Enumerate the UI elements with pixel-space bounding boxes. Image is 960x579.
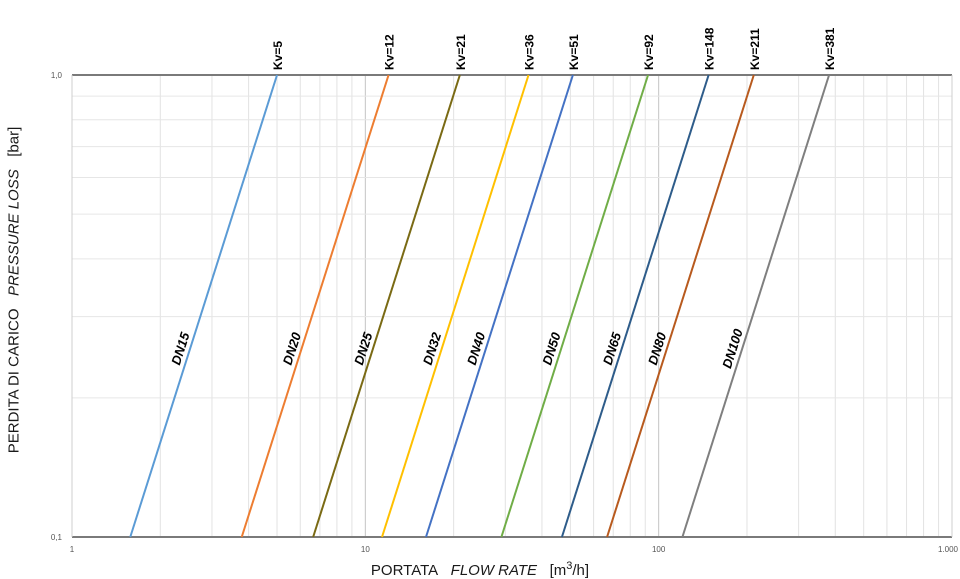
kv-label-dn15: Kv=5 <box>271 41 285 70</box>
dn-label-dn32: DN32 <box>420 330 445 367</box>
kv-label-dn65: Kv=148 <box>703 27 717 70</box>
series-line-dn80 <box>606 74 755 538</box>
y-axis-label: PERDITA DI CARICO PRESSURE LOSS [bar] <box>6 127 23 454</box>
x-axis-label: PORTATA FLOW RATE [m3/h] <box>0 560 960 579</box>
x-tick-label: 10 <box>361 545 370 554</box>
dn-label-dn15: DN15 <box>168 330 193 367</box>
dn-label-dn25: DN25 <box>351 330 376 367</box>
dn-label-dn40: DN40 <box>464 330 489 367</box>
series-line-dn15 <box>129 74 278 538</box>
x-tick-label: 100 <box>652 545 666 554</box>
kv-label-dn40: Kv=51 <box>567 34 581 70</box>
x-axis-label-unit-pre: [m <box>549 562 567 579</box>
series-lines <box>129 74 831 538</box>
y-axis-label-unit: [bar] <box>5 126 23 157</box>
kv-label-dn32: Kv=36 <box>523 34 537 70</box>
tick-labels: 1 10 100 1.000 0,1 1,0 <box>51 71 959 554</box>
y-tick-label: 0,1 <box>51 533 63 542</box>
dn-label-dn80: DN80 <box>645 330 670 367</box>
series-line-dn25 <box>312 74 461 538</box>
x-axis-label-unit-sup: 3 <box>566 560 573 572</box>
series-line-dn20 <box>240 74 390 538</box>
series-line-dn32 <box>381 74 530 538</box>
series-line-dn65 <box>560 74 710 538</box>
x-axis-label-unit-post: /h] <box>572 562 590 579</box>
series-line-dn100 <box>681 74 831 538</box>
kv-label-dn20: Kv=12 <box>383 34 397 70</box>
x-axis-label-italic: FLOW RATE <box>450 562 538 579</box>
grid <box>72 75 952 537</box>
x-axis-label-main: PORTATA <box>370 562 439 579</box>
kv-label-dn80: Kv=211 <box>748 28 762 70</box>
plot-frame <box>71 74 953 538</box>
x-tick-label: 1 <box>70 545 75 554</box>
y-axis-label-main: PERDITA DI CARICO <box>5 308 23 454</box>
kv-label-dn25: Kv=21 <box>454 34 468 70</box>
dn-label-dn50: DN50 <box>539 330 564 367</box>
x-tick-label: 1.000 <box>938 545 959 554</box>
y-tick-label: 1,0 <box>51 71 63 80</box>
series-line-dn50 <box>500 74 649 538</box>
series-labels: Kv=5DN15Kv=12DN20Kv=21DN25Kv=36DN32Kv=51… <box>168 27 837 370</box>
kv-label-dn50: Kv=92 <box>642 34 656 70</box>
y-axis-label-italic: PRESSURE LOSS <box>5 169 23 296</box>
dn-label-dn65: DN65 <box>600 330 625 367</box>
series-line-dn40 <box>425 74 574 538</box>
kv-label-dn100: Kv=381 <box>823 27 837 70</box>
